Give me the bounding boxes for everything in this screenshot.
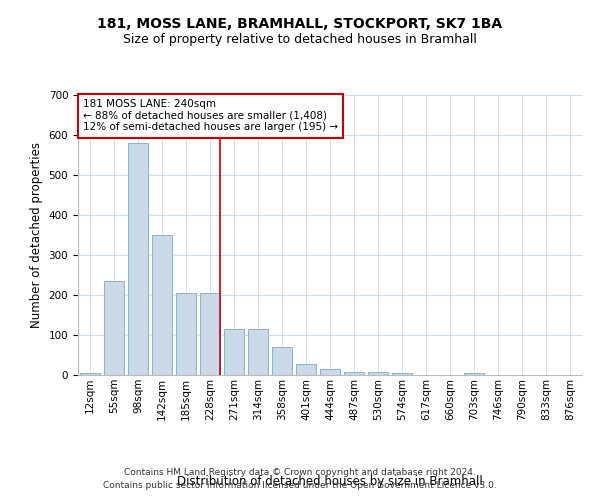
- Text: 181 MOSS LANE: 240sqm
← 88% of detached houses are smaller (1,408)
12% of semi-d: 181 MOSS LANE: 240sqm ← 88% of detached …: [83, 99, 338, 132]
- Bar: [392, 373, 412, 375]
- Text: Contains HM Land Registry data © Crown copyright and database right 2024.: Contains HM Land Registry data © Crown c…: [124, 468, 476, 477]
- Text: 181, MOSS LANE, BRAMHALL, STOCKPORT, SK7 1BA: 181, MOSS LANE, BRAMHALL, STOCKPORT, SK7…: [97, 18, 503, 32]
- Bar: [104, 281, 124, 375]
- Text: Contains public sector information licensed under the Open Government Licence v3: Contains public sector information licen…: [103, 482, 497, 490]
- Bar: [272, 347, 292, 375]
- Bar: [152, 235, 172, 375]
- Bar: [368, 372, 388, 375]
- Bar: [176, 293, 196, 375]
- Bar: [464, 373, 484, 375]
- Y-axis label: Number of detached properties: Number of detached properties: [30, 142, 43, 328]
- Bar: [296, 364, 316, 375]
- Bar: [344, 372, 364, 375]
- Text: Size of property relative to detached houses in Bramhall: Size of property relative to detached ho…: [123, 32, 477, 46]
- X-axis label: Distribution of detached houses by size in Bramhall: Distribution of detached houses by size …: [177, 476, 483, 488]
- Bar: [248, 329, 268, 375]
- Bar: [80, 373, 100, 375]
- Bar: [128, 143, 148, 375]
- Bar: [200, 293, 220, 375]
- Bar: [320, 369, 340, 375]
- Bar: [224, 329, 244, 375]
